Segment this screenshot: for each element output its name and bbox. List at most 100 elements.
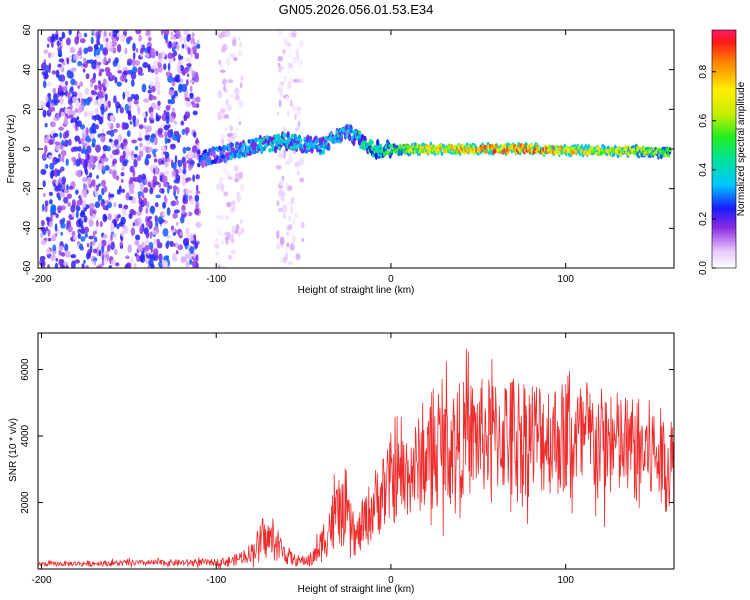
spectrogram-noise-mark [128,181,135,191]
spectrogram-noise-mark [64,243,69,252]
spectrogram-noise-mark [139,47,144,54]
spectrogram-noise-mark [194,208,200,215]
spectrogram-noise-mark [79,211,86,218]
spectrogram-noise-mark [130,150,135,157]
spectrogram-noise-mark [118,185,122,193]
spectrogram-noise-mark [287,215,292,223]
colorbar-gradient [711,29,737,269]
spectrogram-noise-mark [68,114,74,119]
spectrogram-noise-mark [275,164,282,170]
spectrogram-noise-mark [63,261,69,266]
spectrogram-noise-mark [116,32,121,37]
spectrogram-noise-mark [120,178,124,183]
snr-xtick-label: -200 [31,575,51,586]
spectrogram-noise-mark [171,243,176,247]
spectrogram-noise-mark [47,228,51,237]
spectrogram-noise-mark [81,177,88,183]
spectrogram-noise-mark [157,61,162,68]
colorbar-label: Normalized spectral amplitude [736,81,747,216]
spectrogram-noise-mark [121,188,126,193]
spectrogram-marks [39,30,672,268]
spectrogram-noise-mark [88,235,94,240]
spectrogram-noise-mark [291,217,296,226]
spectrogram-ridge-mark [258,142,262,147]
spectrogram-noise-mark [50,35,56,43]
spectrogram-noise-mark [95,144,101,153]
spectrogram-noise-mark [299,40,304,48]
spectrogram-noise-mark [70,254,77,259]
spectrogram-noise-mark [43,70,49,77]
spectrogram-noise-mark [277,30,282,35]
spectrogram-ridge-mark [197,150,201,155]
snr-xtick-label: 0 [388,575,394,586]
spectrogram-noise-mark [190,37,195,46]
spectrogram-noise-mark [229,53,233,58]
spectrogram-ridge-mark [427,148,431,154]
spectrogram-noise-mark [42,109,47,118]
spectrogram-noise-mark [282,213,287,220]
spectrogram-noise-mark [93,156,98,162]
spectrogram-noise-mark [145,207,149,214]
spectrogram-noise-mark [235,224,240,232]
spectrogram-noise-mark [70,147,75,153]
spectrogram-noise-mark [278,66,282,73]
spectrogram-noise-mark [141,83,147,93]
spectrogram-noise-mark [78,243,84,250]
spectrogram-noise-mark [68,30,72,36]
spectrogram-noise-mark [88,219,94,227]
spectrogram-ridge-mark [339,134,343,140]
spectrogram-noise-mark [145,52,150,59]
spectrogram-noise-mark [45,164,49,169]
spectrogram-noise-mark [68,185,74,190]
spectrogram-noise-mark [61,176,66,185]
spectrogram-noise-mark [93,260,97,266]
spectrogram-noise-mark [70,86,74,92]
spectrogram-noise-mark [46,100,51,109]
spectrogram-noise-mark [92,72,96,80]
spectrogram-noise-mark [281,204,288,213]
spectrogram-noise-mark [182,146,187,154]
spectrogram-noise-mark [220,183,225,192]
spectrogram-noise-mark [127,36,133,41]
spectrogram-noise-mark [286,110,290,117]
spectrogram-noise-mark [219,69,226,73]
spectrogram-noise-mark [86,252,90,260]
spectrogram-noise-mark [94,108,99,114]
spectrogram-noise-mark [113,201,117,208]
spectrogram-noise-mark [119,241,124,247]
spectrogram-noise-mark [55,213,59,219]
spectrogram-noise-mark [234,230,239,234]
spectrogram-noise-mark [224,127,228,132]
spectrogram-noise-mark [285,160,291,166]
spectrogram-noise-mark [80,236,86,242]
spectrogram-noise-mark [101,258,105,266]
spectrogram-noise-mark [164,136,168,145]
spectrogram-noise-mark [128,196,133,201]
spectrogram-noise-mark [163,182,169,188]
snr-ylabel: SNR (10 * v/v) [8,418,19,482]
spectrogram-ridge-mark [220,154,225,159]
spectrogram-noise-mark [123,204,129,210]
spectrogram-noise-mark [107,213,112,221]
spectrogram-ridge-mark [299,138,303,143]
spectrogram-noise-mark [83,149,88,154]
spectrogram-ridge-mark [212,149,216,158]
spectrogram-noise-mark [194,52,200,60]
spectrogram-noise-mark [77,233,81,239]
spectrogram-noise-mark [185,188,189,196]
spectrogram-noise-mark [92,239,96,247]
spectrogram-ridge-mark [376,138,380,147]
spectrogram-noise-mark [41,203,45,212]
spectrogram-noise-mark [217,111,223,121]
spectrogram-noise-mark [112,59,118,67]
spectrogram-noise-mark [230,135,235,143]
spectrogram-noise-mark [158,158,162,166]
spectrogram-noise-mark [98,249,102,257]
spectrogram-noise-mark [123,139,127,144]
spectrogram-noise-mark [283,256,287,264]
spectrogram-noise-mark [58,84,63,92]
spectrogram-noise-mark [65,89,68,97]
spectrogram-noise-mark [282,126,287,135]
spectrogram-noise-mark [156,238,160,244]
